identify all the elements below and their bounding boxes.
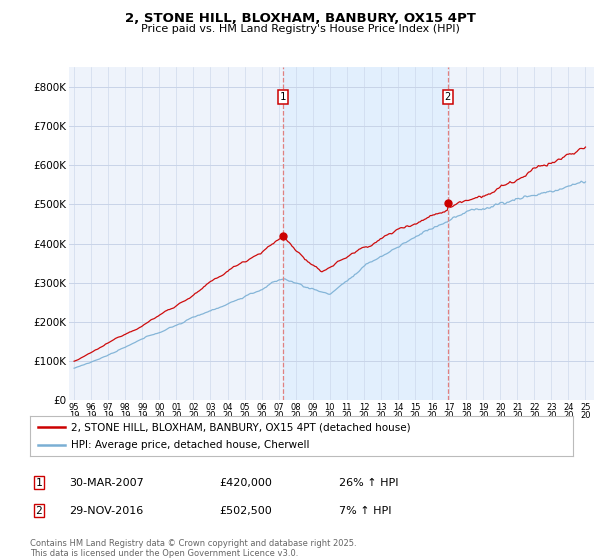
Text: Price paid vs. HM Land Registry's House Price Index (HPI): Price paid vs. HM Land Registry's House … — [140, 24, 460, 34]
Text: 7% ↑ HPI: 7% ↑ HPI — [339, 506, 391, 516]
Text: HPI: Average price, detached house, Cherwell: HPI: Average price, detached house, Cher… — [71, 440, 309, 450]
Text: 1: 1 — [35, 478, 43, 488]
Text: 26% ↑ HPI: 26% ↑ HPI — [339, 478, 398, 488]
Bar — [283, 67, 448, 400]
Text: 29-NOV-2016: 29-NOV-2016 — [69, 506, 143, 516]
Text: £420,000: £420,000 — [219, 478, 272, 488]
Text: 30-MAR-2007: 30-MAR-2007 — [69, 478, 144, 488]
Text: £502,500: £502,500 — [219, 506, 272, 516]
Text: 2: 2 — [35, 506, 43, 516]
Text: 2, STONE HILL, BLOXHAM, BANBURY, OX15 4PT: 2, STONE HILL, BLOXHAM, BANBURY, OX15 4P… — [125, 12, 475, 25]
Text: 2: 2 — [445, 92, 451, 102]
Text: 2, STONE HILL, BLOXHAM, BANBURY, OX15 4PT (detached house): 2, STONE HILL, BLOXHAM, BANBURY, OX15 4P… — [71, 422, 410, 432]
Text: Contains HM Land Registry data © Crown copyright and database right 2025.
This d: Contains HM Land Registry data © Crown c… — [30, 539, 356, 558]
Text: 1: 1 — [280, 92, 286, 102]
